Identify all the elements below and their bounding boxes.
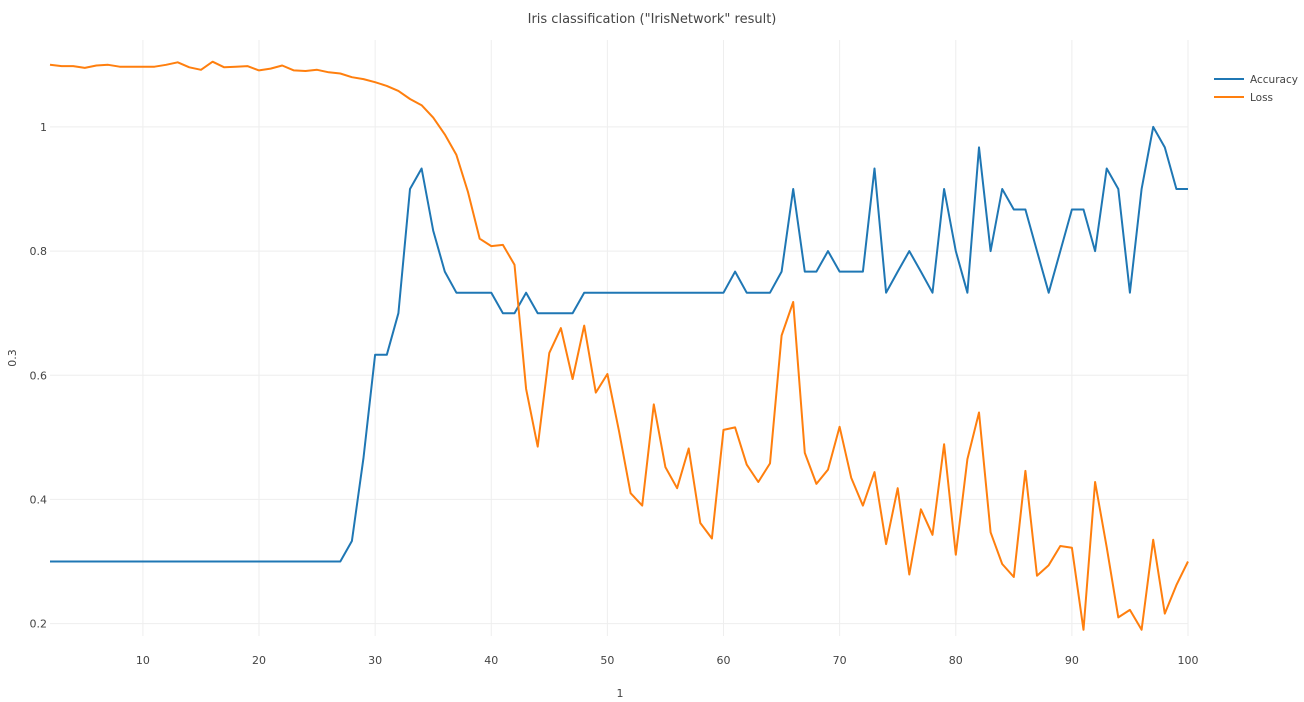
legend[interactable]: Accuracy Loss — [1214, 74, 1298, 104]
x-tick-label: 50 — [600, 654, 614, 667]
chart-title: Iris classification ("IrisNetwork" resul… — [528, 12, 777, 27]
x-tick-label: 40 — [484, 654, 498, 667]
series-lines — [49, 60, 1189, 631]
legend-label: Loss — [1250, 92, 1273, 104]
accuracy-line — [50, 125, 1188, 563]
y-tick-label: 0.4 — [30, 493, 48, 506]
x-axis-ticks: 10 20 30 40 50 60 70 80 90 100 — [136, 654, 1199, 667]
x-axis-label: 1 — [617, 687, 624, 700]
y-axis-ticks: 0.2 0.4 0.6 0.8 1 — [30, 121, 48, 631]
x-tick-label: 90 — [1065, 654, 1079, 667]
x-tick-label: 20 — [252, 654, 266, 667]
x-tick-label: 10 — [136, 654, 150, 667]
y-tick-label: 0.6 — [30, 369, 48, 382]
grid-lines — [50, 40, 1189, 636]
legend-item-accuracy[interactable]: Accuracy — [1214, 74, 1298, 86]
legend-item-loss[interactable]: Loss — [1214, 92, 1273, 104]
x-tick-label: 30 — [368, 654, 382, 667]
y-axis-label: 0.3 — [6, 349, 19, 367]
loss-line — [49, 60, 1189, 631]
x-tick-label: 80 — [949, 654, 963, 667]
y-tick-label: 1 — [40, 121, 47, 134]
x-tick-label: 100 — [1178, 654, 1199, 667]
y-tick-label: 0.8 — [30, 245, 48, 258]
y-tick-label: 0.2 — [30, 618, 48, 631]
x-tick-label: 70 — [833, 654, 847, 667]
legend-label: Accuracy — [1250, 74, 1298, 86]
x-tick-label: 60 — [717, 654, 731, 667]
